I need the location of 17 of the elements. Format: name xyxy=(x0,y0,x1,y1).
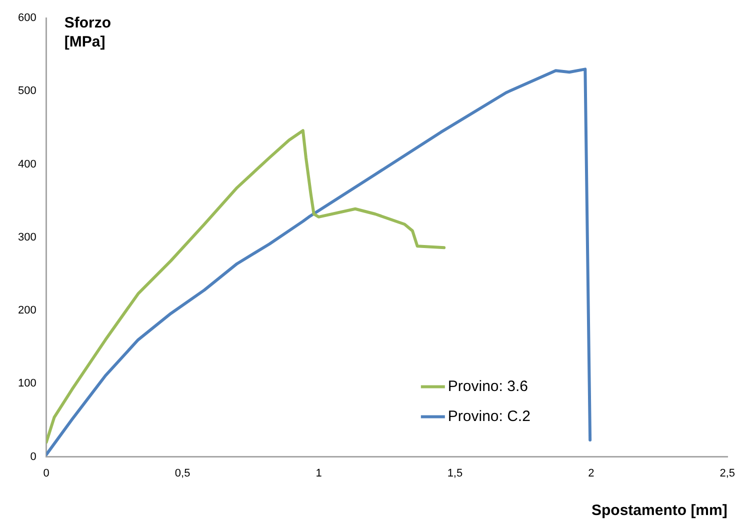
y-tick-label: 100 xyxy=(18,378,36,390)
x-tick-label: 0,5 xyxy=(174,467,190,480)
y-axis-title: Sforzo [MPa] xyxy=(64,14,112,51)
legend-label: Provino: 3.6 xyxy=(448,378,528,395)
y-tick-label: 500 xyxy=(18,85,36,98)
y-tick-label: 200 xyxy=(18,304,36,317)
x-tick-label: 1 xyxy=(316,467,322,480)
y-tick-label: 300 xyxy=(18,231,36,244)
legend-label: Provino: C.2 xyxy=(448,408,530,425)
x-tick-label: 2 xyxy=(588,467,594,480)
x-axis-title: Spostamento [mm] xyxy=(592,502,728,520)
x-tick-label: 0 xyxy=(43,467,50,480)
y-tick-label: 400 xyxy=(18,158,36,170)
x-tick-label: 2,5 xyxy=(720,467,736,480)
y-tick-label: 600 xyxy=(18,12,36,24)
y-tick-label: 0 xyxy=(30,450,36,463)
x-tick-label: 1,5 xyxy=(447,467,463,480)
